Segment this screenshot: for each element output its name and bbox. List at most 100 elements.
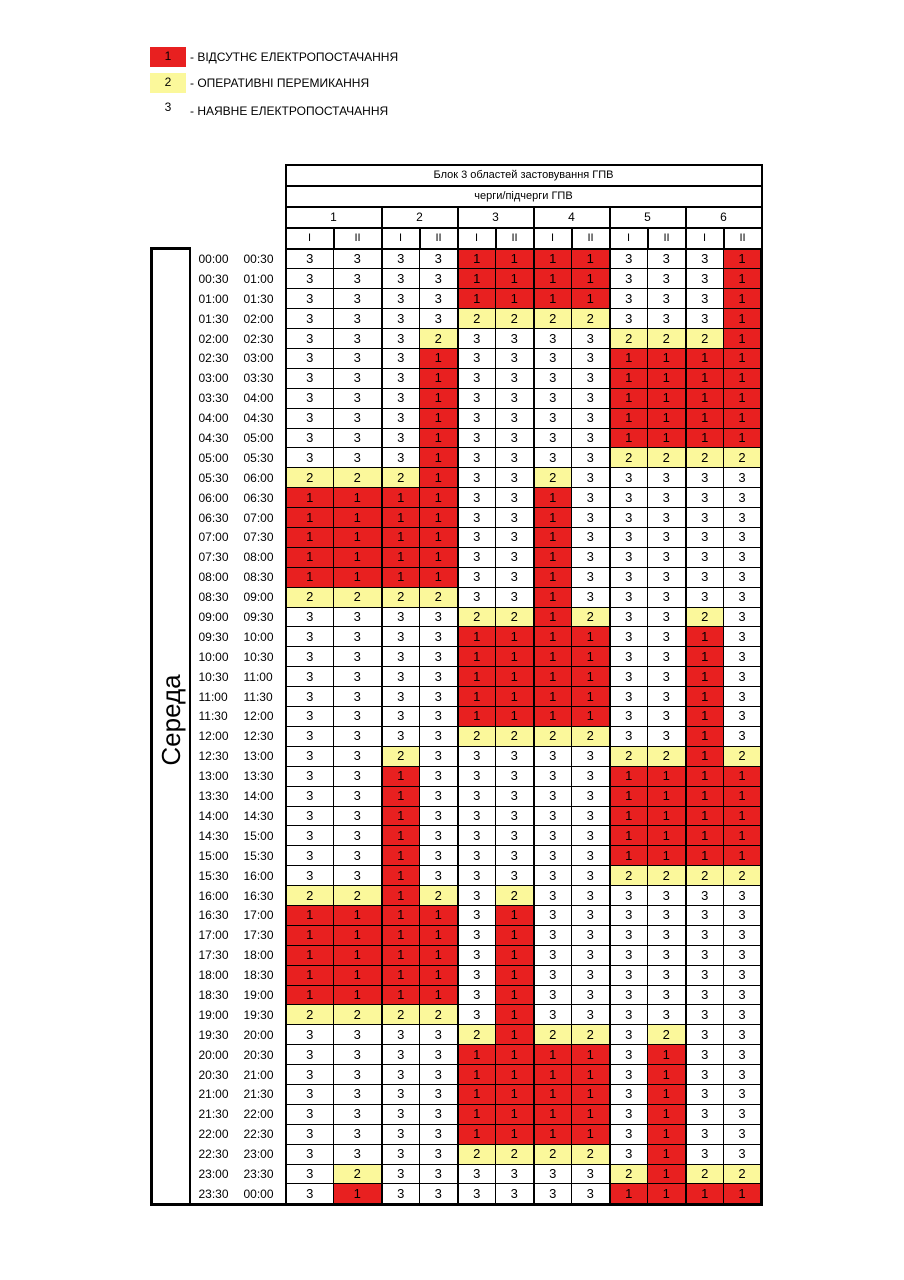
- schedule-cell: 3: [685, 507, 724, 529]
- schedule-cell: 3: [533, 924, 572, 946]
- schedule-cell: 1: [685, 745, 724, 767]
- schedule-cell: 3: [571, 1163, 611, 1185]
- schedule-cell: 1: [723, 825, 763, 847]
- schedule-cell: 2: [381, 467, 420, 489]
- schedule-cell: 2: [533, 1024, 572, 1046]
- schedule-cell: 1: [495, 666, 535, 688]
- schedule-cell: 3: [285, 725, 334, 747]
- time-to: 21:30: [239, 1084, 287, 1105]
- schedule-cell: 1: [495, 1103, 535, 1125]
- time-to: 14:30: [239, 806, 287, 826]
- schedule-cell: 1: [419, 427, 459, 449]
- time-from: 03:30: [198, 391, 229, 406]
- time-from: 22:30: [198, 1147, 229, 1162]
- schedule-cell: 3: [285, 427, 334, 449]
- schedule-cell: 1: [723, 308, 763, 330]
- schedule-cell: 1: [381, 865, 420, 887]
- schedule-cell: 3: [419, 248, 459, 270]
- schedule-cell: 3: [381, 308, 420, 330]
- schedule-cell: 3: [609, 467, 648, 489]
- time-from: 07:00: [198, 530, 229, 545]
- schedule-cell: 1: [457, 1083, 496, 1105]
- schedule-cell: 3: [457, 765, 496, 787]
- schedule-cell: 3: [495, 586, 535, 608]
- schedule-cell: 3: [419, 1103, 459, 1125]
- legend-item-outage: 1 - ВІДСУТНЄ ЕЛЕКТРОПОСТАЧАННЯ: [150, 46, 398, 68]
- schedule-cell: 1: [285, 944, 334, 966]
- schedule-cell: 3: [571, 1183, 611, 1207]
- schedule-cell: 3: [571, 964, 611, 986]
- schedule-cell: 2: [457, 606, 496, 628]
- table-row: 02:00 02:30 3 3 3 2 3 3 3 3 2 2 2 1: [152, 328, 763, 350]
- table-row: 23:00 23:30 3 2 3 3 3 3 3 3 2 1 2 2: [152, 1163, 763, 1185]
- schedule-cell: 3: [495, 348, 535, 369]
- schedule-cell: 2: [685, 447, 724, 469]
- time-to: 23:30: [239, 1164, 287, 1184]
- schedule-cell: 1: [333, 964, 383, 986]
- schedule-cell: 3: [285, 367, 334, 389]
- schedule-cell: 1: [333, 566, 383, 588]
- schedule-cell: 2: [723, 1163, 763, 1185]
- schedule-cell: 3: [571, 785, 611, 807]
- table-row: 21:00 21:30 3 3 3 3 1 1 1 1 3 1 3 3: [152, 1083, 763, 1105]
- schedule-cell: 1: [381, 507, 420, 529]
- schedule-cell: 3: [571, 507, 611, 529]
- schedule-cell: 2: [333, 1163, 383, 1185]
- schedule-cell: 1: [419, 467, 459, 489]
- schedule-cell: 2: [333, 1004, 383, 1026]
- schedule-cell: 3: [381, 1163, 420, 1185]
- schedule-cell: 2: [571, 308, 611, 330]
- schedule-cell: 3: [495, 467, 535, 489]
- schedule-cell: 3: [495, 865, 535, 887]
- schedule-cell: 3: [419, 1083, 459, 1105]
- table-row: 11:00 11:30 3 3 3 3 1 1 1 1 3 3 1 3: [152, 686, 763, 708]
- schedule-cell: 1: [685, 427, 724, 449]
- legend-swatch-switching: 2: [150, 73, 186, 93]
- schedule-cell: 3: [285, 1143, 334, 1165]
- schedule-cell: 1: [495, 248, 535, 270]
- schedule-cell: 3: [333, 427, 383, 449]
- schedule-cell: 1: [285, 904, 334, 926]
- schedule-cell: 3: [285, 1183, 334, 1207]
- schedule-cell: 3: [571, 765, 611, 787]
- time-to: 02:30: [239, 328, 287, 349]
- schedule-cell: 1: [647, 1143, 687, 1165]
- schedule-cell: 1: [571, 1064, 611, 1085]
- schedule-cell: 3: [419, 1183, 459, 1207]
- schedule-cell: 2: [381, 745, 420, 767]
- schedule-cell: 1: [457, 1123, 496, 1145]
- schedule-cell: 1: [419, 487, 459, 509]
- schedule-cell: 3: [647, 566, 687, 588]
- schedule-cell: 3: [333, 1123, 383, 1145]
- schedule-cell: 3: [419, 1044, 459, 1066]
- schedule-cell: 3: [457, 566, 496, 588]
- time-from: 17:00: [198, 928, 229, 943]
- subqueue-header: II: [722, 226, 763, 250]
- time-to: 17:30: [239, 925, 287, 946]
- schedule-cell: 2: [723, 865, 763, 887]
- schedule-cell: 3: [723, 944, 763, 966]
- schedule-cell: 3: [285, 447, 334, 469]
- schedule-cell: 1: [647, 407, 687, 429]
- schedule-cell: 3: [571, 367, 611, 389]
- schedule-cell: 3: [419, 1163, 459, 1185]
- queue-header: 2: [380, 205, 459, 229]
- schedule-cell: 1: [647, 1064, 687, 1085]
- schedule-cell: 3: [533, 765, 572, 787]
- table-row: 20:30 21:00 3 3 3 3 1 1 1 1 3 1 3 3: [152, 1064, 763, 1085]
- schedule-cell: 1: [457, 626, 496, 648]
- header-spacer: [152, 186, 286, 207]
- schedule-cell: 1: [647, 1083, 687, 1105]
- schedule-cell: 3: [571, 546, 611, 568]
- time-to: 12:00: [239, 706, 287, 727]
- queue-header: 4: [532, 205, 611, 229]
- day-cell: Середа: [150, 247, 191, 1207]
- time-to: 20:30: [239, 1044, 287, 1065]
- time-to: 21:00: [239, 1064, 287, 1085]
- legend-swatch-available: 3: [164, 100, 172, 114]
- schedule-cell: 3: [571, 1004, 611, 1026]
- schedule-cell: 3: [609, 527, 648, 548]
- schedule-cell: 1: [685, 387, 724, 409]
- schedule-cell: 2: [419, 328, 459, 350]
- schedule-cell: 1: [571, 268, 611, 290]
